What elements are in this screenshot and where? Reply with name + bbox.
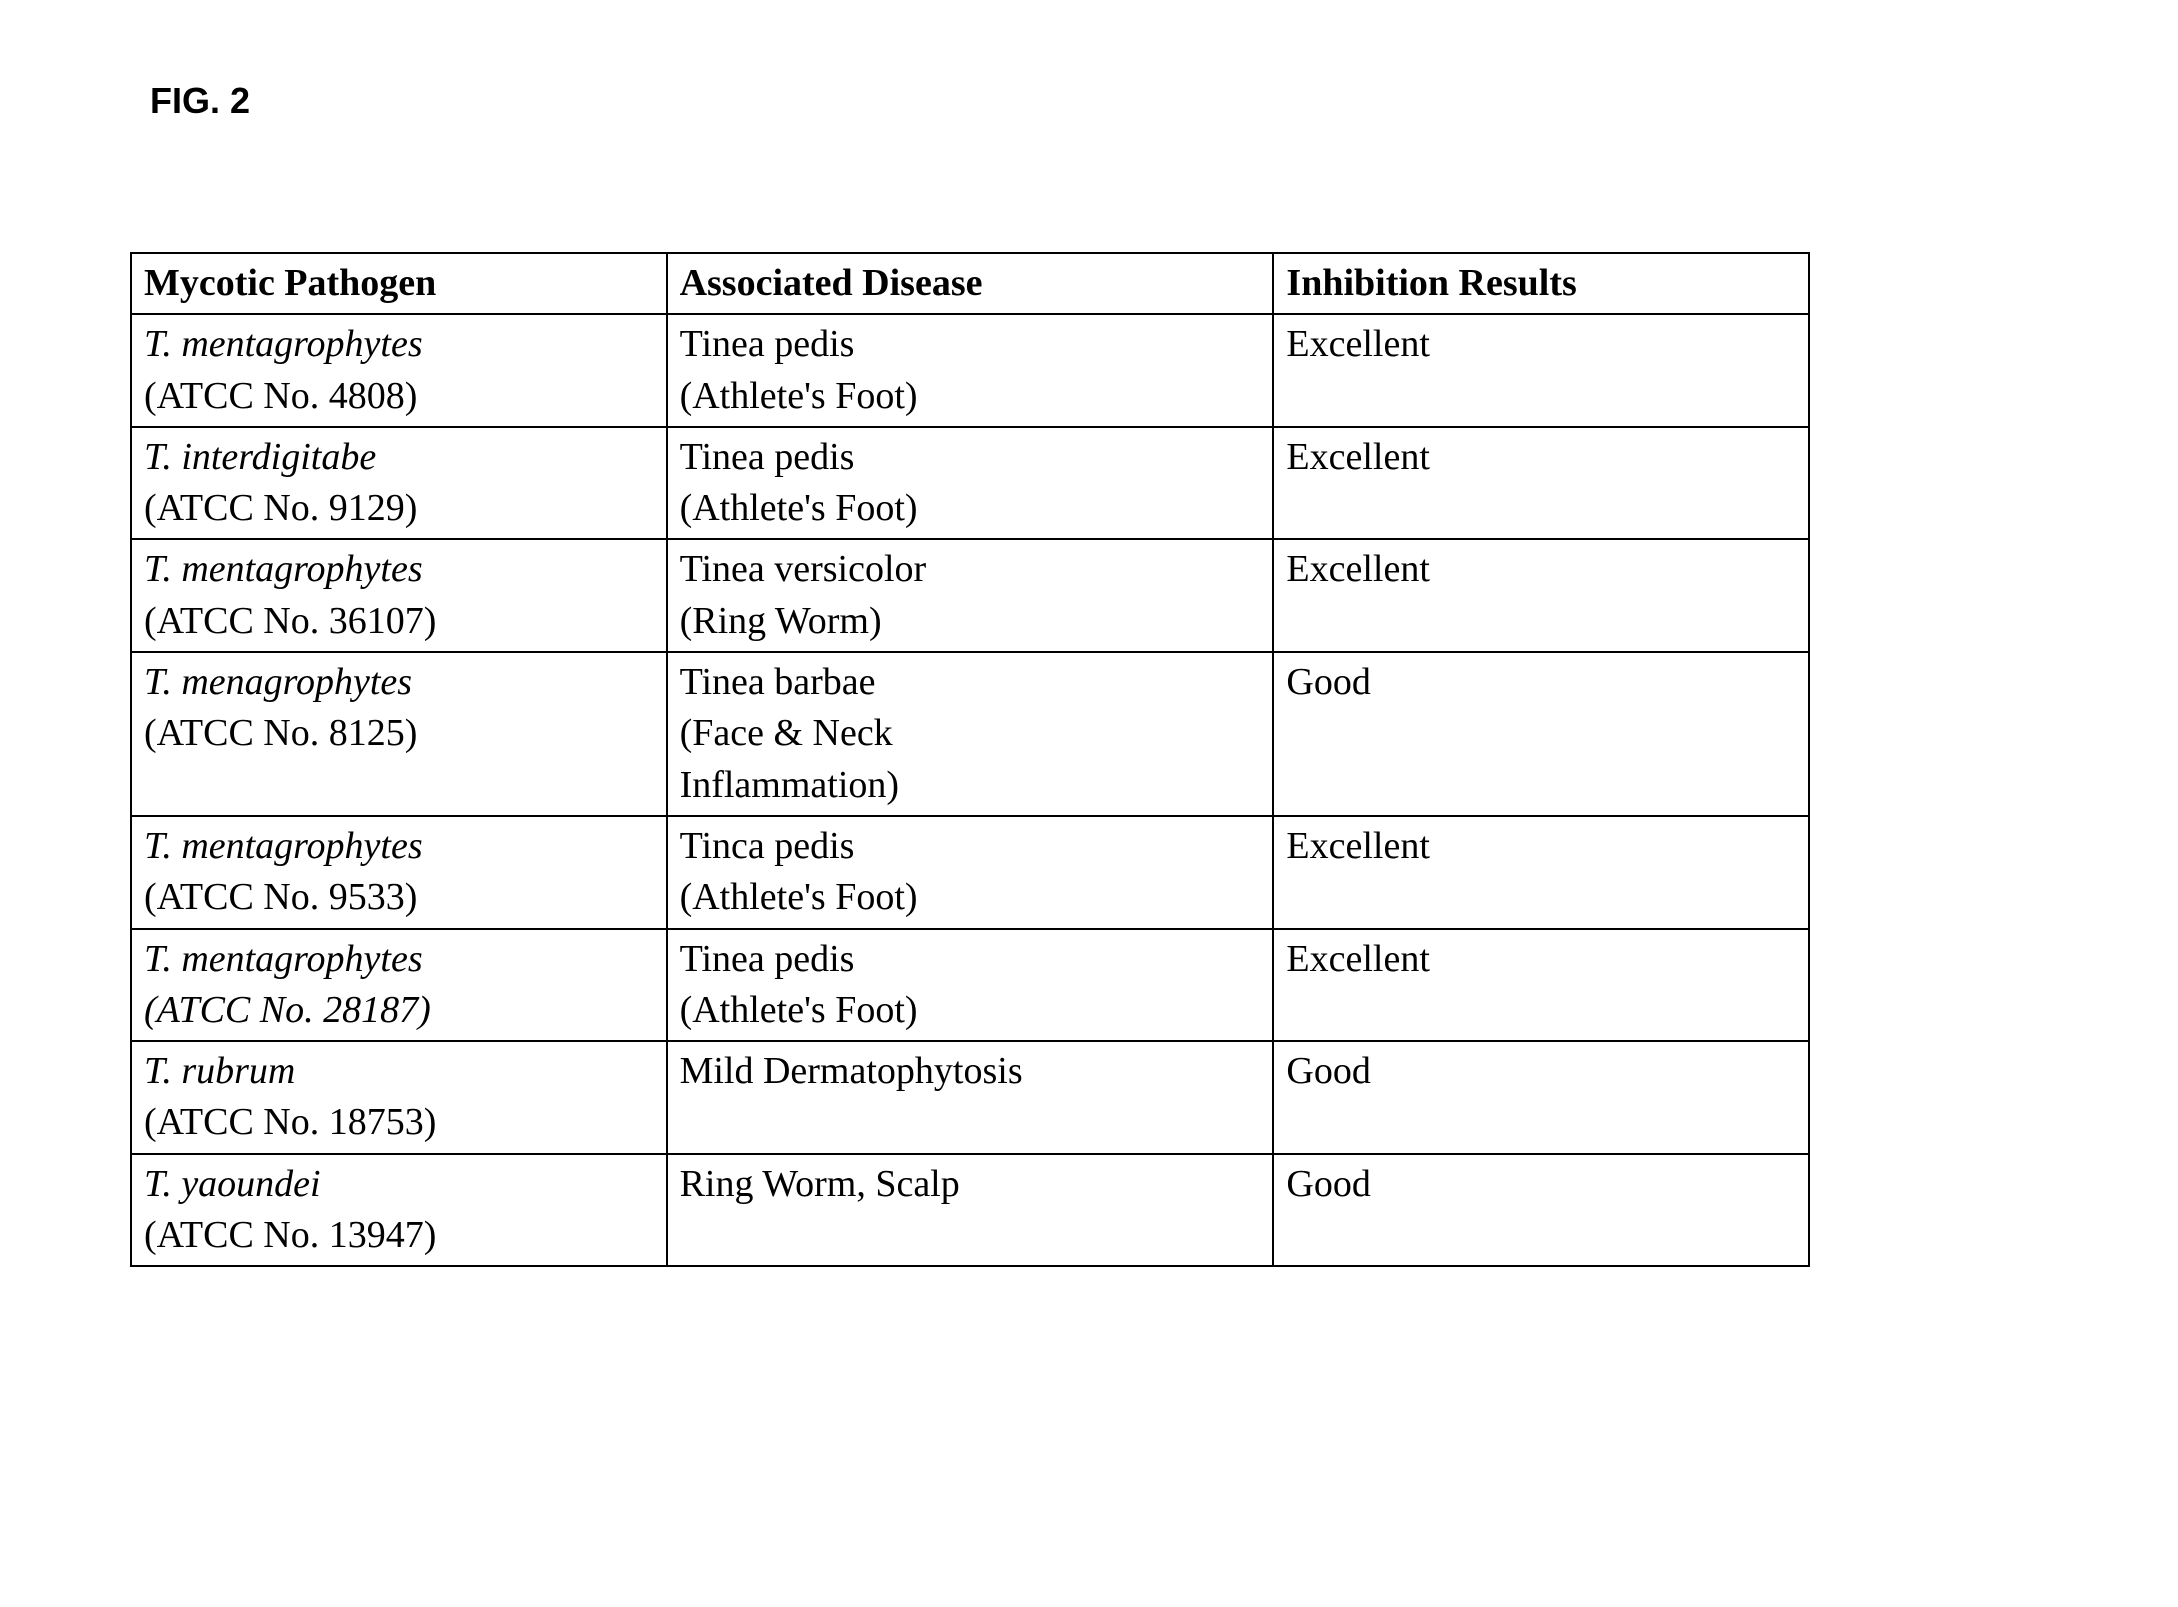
column-header-pathogen: Mycotic Pathogen: [131, 253, 667, 314]
disease-line: Mild Dermatophytosis: [680, 1046, 1261, 1097]
disease-line: Tinca pedis: [680, 821, 1261, 872]
cell-result: Excellent: [1273, 929, 1809, 1042]
pathogen-name: T. mentagrophytes: [144, 544, 654, 595]
cell-result: Good: [1273, 652, 1809, 816]
disease-line: (Ring Worm): [680, 596, 1261, 647]
cell-disease: Tinea pedis(Athlete's Foot): [667, 314, 1274, 427]
cell-result: Excellent: [1273, 427, 1809, 540]
pathogen-table: Mycotic Pathogen Associated Disease Inhi…: [130, 252, 1810, 1267]
disease-line: (Athlete's Foot): [680, 483, 1261, 534]
cell-result: Excellent: [1273, 539, 1809, 652]
pathogen-atcc: (ATCC No. 4808): [144, 371, 654, 422]
cell-disease: Ring Worm, Scalp: [667, 1154, 1274, 1267]
disease-line: (Athlete's Foot): [680, 985, 1261, 1036]
cell-disease: Tinea pedis(Athlete's Foot): [667, 427, 1274, 540]
pathogen-name: T. yaoundei: [144, 1159, 654, 1210]
table-row: T. mentagrophytes(ATCC No. 9533)Tinca pe…: [131, 816, 1809, 929]
disease-line: Tinea barbae: [680, 657, 1261, 708]
cell-pathogen: T. mentagrophytes(ATCC No. 4808): [131, 314, 667, 427]
disease-line: Tinea versicolor: [680, 544, 1261, 595]
table-row: T. yaoundei(ATCC No. 13947) Ring Worm, Sc…: [131, 1154, 1809, 1267]
disease-line: Ring Worm, Scalp: [680, 1159, 1261, 1210]
pathogen-name: T. mentagrophytes: [144, 821, 654, 872]
disease-line: Tinea pedis: [680, 319, 1261, 370]
cell-pathogen: T. mentagrophytes(ATCC No. 36107): [131, 539, 667, 652]
pathogen-atcc: (ATCC No. 9129): [144, 483, 654, 534]
table-row: T. mentagrophytes(ATCC No. 28187)Tinea p…: [131, 929, 1809, 1042]
table-row: T. menagrophytes(ATCC No. 8125)Tinea bar…: [131, 652, 1809, 816]
cell-disease: Tinca pedis(Athlete's Foot): [667, 816, 1274, 929]
cell-pathogen: T. yaoundei(ATCC No. 13947): [131, 1154, 667, 1267]
pathogen-name: T. rubrum: [144, 1046, 654, 1097]
cell-disease: Tinea barbae(Face & NeckInflammation): [667, 652, 1274, 816]
cell-result: Good: [1273, 1154, 1809, 1267]
cell-result: Excellent: [1273, 816, 1809, 929]
cell-pathogen: T. menagrophytes(ATCC No. 8125): [131, 652, 667, 816]
pathogen-name: T. menagrophytes: [144, 657, 654, 708]
disease-line: (Athlete's Foot): [680, 872, 1261, 923]
cell-pathogen: T. mentagrophytes(ATCC No. 28187): [131, 929, 667, 1042]
disease-line: Tinea pedis: [680, 432, 1261, 483]
disease-line: Inflammation): [680, 760, 1261, 811]
pathogen-name: T. mentagrophytes: [144, 934, 654, 985]
disease-line: (Face & Neck: [680, 708, 1261, 759]
figure-label: FIG. 2: [150, 80, 2058, 122]
table-row: T. mentagrophytes(ATCC No. 36107)Tinea v…: [131, 539, 1809, 652]
pathogen-atcc: (ATCC No. 36107): [144, 596, 654, 647]
cell-disease: Tinea versicolor(Ring Worm): [667, 539, 1274, 652]
pathogen-atcc: (ATCC No. 13947): [144, 1210, 654, 1261]
pathogen-atcc: (ATCC No. 9533): [144, 872, 654, 923]
cell-pathogen: T. rubrum(ATCC No. 18753): [131, 1041, 667, 1154]
pathogen-atcc: (ATCC No. 28187): [144, 985, 654, 1036]
cell-result: Excellent: [1273, 314, 1809, 427]
table-row: T. interdigitabe(ATCC No. 9129)Tinea ped…: [131, 427, 1809, 540]
cell-disease: Mild Dermatophytosis: [667, 1041, 1274, 1154]
table-row: T. rubrum(ATCC No. 18753) Mild Dermatophy…: [131, 1041, 1809, 1154]
disease-line: (Athlete's Foot): [680, 371, 1261, 422]
pathogen-atcc: (ATCC No. 8125): [144, 708, 654, 759]
cell-result: Good: [1273, 1041, 1809, 1154]
pathogen-name: T. mentagrophytes: [144, 319, 654, 370]
pathogen-name: T. interdigitabe: [144, 432, 654, 483]
cell-pathogen: T. interdigitabe(ATCC No. 9129): [131, 427, 667, 540]
column-header-result: Inhibition Results: [1273, 253, 1809, 314]
column-header-disease: Associated Disease: [667, 253, 1274, 314]
table-row: T. mentagrophytes(ATCC No. 4808)Tinea pe…: [131, 314, 1809, 427]
pathogen-atcc: (ATCC No. 18753): [144, 1097, 654, 1148]
table-header-row: Mycotic Pathogen Associated Disease Inhi…: [131, 253, 1809, 314]
cell-disease: Tinea pedis(Athlete's Foot): [667, 929, 1274, 1042]
disease-line: Tinea pedis: [680, 934, 1261, 985]
cell-pathogen: T. mentagrophytes(ATCC No. 9533): [131, 816, 667, 929]
